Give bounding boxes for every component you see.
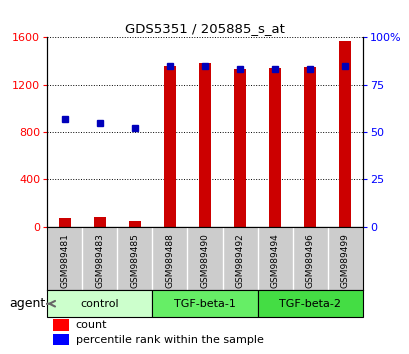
- Text: control: control: [80, 299, 119, 309]
- Text: agent: agent: [9, 297, 45, 310]
- Bar: [338, 41, 351, 227]
- Bar: [234, 69, 246, 227]
- Bar: [257, 290, 362, 318]
- Text: GSM989490: GSM989490: [200, 233, 209, 288]
- Bar: [268, 68, 281, 227]
- Text: TGF-beta-2: TGF-beta-2: [279, 299, 340, 309]
- Bar: [47, 290, 152, 318]
- Text: percentile rank within the sample: percentile rank within the sample: [75, 335, 263, 345]
- Bar: [152, 290, 257, 318]
- Text: GSM989483: GSM989483: [95, 233, 104, 288]
- Text: GSM989485: GSM989485: [130, 233, 139, 288]
- Bar: [53, 334, 69, 346]
- Text: GSM989496: GSM989496: [305, 233, 314, 288]
- Bar: [128, 222, 141, 227]
- Text: GSM989481: GSM989481: [60, 233, 69, 288]
- Bar: [198, 63, 211, 227]
- Text: count: count: [75, 320, 107, 330]
- Text: GSM989492: GSM989492: [235, 233, 244, 288]
- Bar: [163, 65, 175, 227]
- Text: GSM989499: GSM989499: [340, 233, 349, 288]
- Bar: [303, 67, 316, 227]
- Text: TGF-beta-1: TGF-beta-1: [174, 299, 235, 309]
- Title: GDS5351 / 205885_s_at: GDS5351 / 205885_s_at: [125, 22, 284, 35]
- Text: GSM989494: GSM989494: [270, 233, 279, 288]
- Bar: [53, 320, 69, 331]
- Text: GSM989488: GSM989488: [165, 233, 174, 288]
- Bar: [58, 218, 71, 227]
- Bar: [93, 217, 106, 227]
